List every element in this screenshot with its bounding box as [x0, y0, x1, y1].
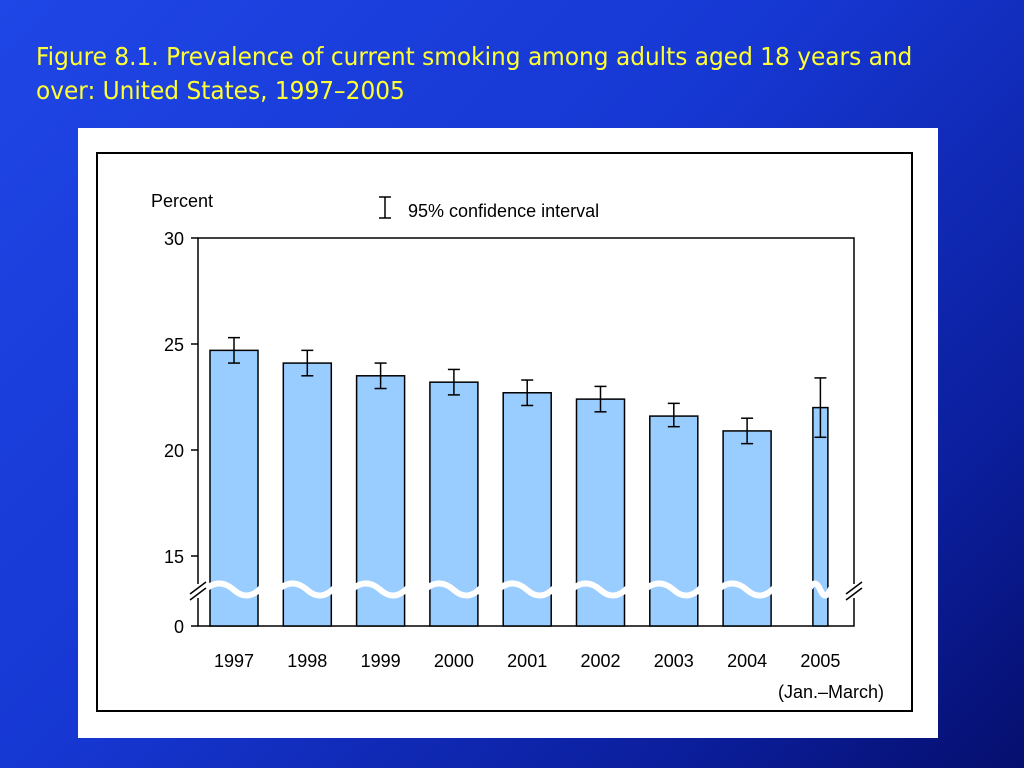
break-wave-2002	[571, 580, 630, 599]
break-wave-2001	[498, 580, 557, 599]
y-tick-label: 15	[164, 547, 184, 567]
x-tick-label: 1997	[214, 651, 254, 671]
error-bar-2005	[814, 377, 827, 439]
chart-panel: Percent 95% confidence interval 0 15 20 25 3…	[78, 128, 938, 738]
break-wave-2005	[807, 580, 834, 599]
y-tick-label: 0	[174, 617, 184, 637]
left-break-slash	[189, 587, 207, 601]
error-bar-2003	[667, 402, 680, 428]
left-axis-gap	[196, 584, 200, 598]
right-break-slash	[845, 587, 863, 601]
error-bar-1997	[228, 336, 240, 364]
break-wave-1997	[205, 580, 264, 599]
y-axis-label: Percent	[151, 191, 213, 211]
break-wave-2000	[425, 580, 484, 599]
x-tick-label: 2004	[727, 651, 767, 671]
break-wave-1999	[351, 580, 410, 599]
error-bar-2002	[594, 385, 607, 413]
break-wave-2004	[718, 580, 777, 599]
break-wave-1998	[278, 580, 337, 599]
slide-title: Figure 8.1. Prevalence of current smokin…	[36, 42, 913, 105]
x-tick-label: 2005	[800, 651, 840, 671]
right-axis-gap	[852, 584, 856, 598]
x-tick-label: 1998	[287, 651, 327, 671]
x-tick-label: 2001	[507, 651, 547, 671]
bar-1997	[209, 349, 259, 627]
ci-legend-icon	[379, 196, 391, 219]
axis-break	[189, 580, 863, 601]
x-tick-label: 2003	[654, 651, 694, 671]
error-bar-2001	[521, 379, 534, 407]
x-tick-label: 2000	[434, 651, 474, 671]
x-tick-label: 1999	[361, 651, 401, 671]
y-ticks: 0 15 20 25 30	[164, 229, 198, 637]
error-bar-1999	[374, 362, 387, 390]
y-tick-label: 30	[164, 229, 184, 249]
break-wave-2003	[645, 580, 703, 599]
y-tick-label: 20	[164, 441, 184, 461]
x-tick-labels: 1997 1998 1999 2000 2001 2002 2003 2004 2005	[214, 651, 840, 671]
ci-legend: 95% confidence interval	[379, 196, 599, 221]
error-bar-2004	[741, 417, 754, 445]
y-tick-label: 25	[164, 335, 184, 355]
left-break-slash	[189, 581, 207, 595]
error-bar-1998	[301, 349, 314, 377]
right-break-slash	[845, 581, 863, 595]
bar-chart: Percent 95% confidence interval 0 15 20 25 3…	[96, 152, 913, 712]
ci-legend-label: 95% confidence interval	[408, 201, 599, 221]
x-tick-label: 2002	[580, 651, 620, 671]
error-bar-2000	[447, 368, 460, 396]
category-note: (Jan.–March)	[778, 682, 884, 702]
